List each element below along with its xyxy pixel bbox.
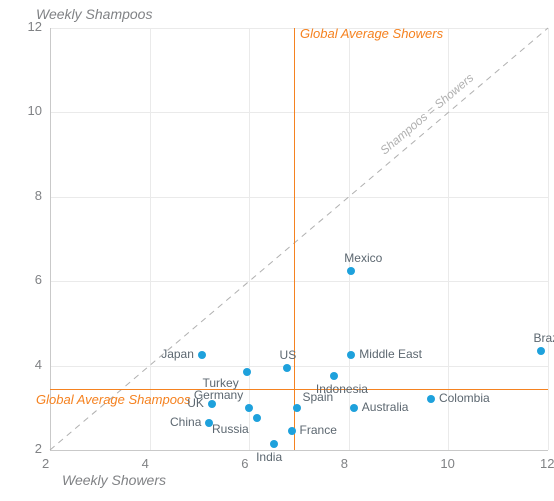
- gridline-v: [150, 28, 151, 450]
- y-tick: 8: [35, 188, 42, 203]
- x-tick: 8: [341, 456, 348, 471]
- label-france: France: [300, 423, 337, 437]
- point-france: [288, 427, 296, 435]
- label-australia: Australia: [362, 400, 409, 414]
- point-japan: [198, 351, 206, 359]
- label-colombia: Colombia: [439, 391, 490, 405]
- gridline-h: [50, 366, 548, 367]
- point-indonesia: [330, 372, 338, 380]
- y-axis-label: Weekly Shampoos: [36, 6, 152, 22]
- ref-line-v: [294, 28, 295, 450]
- point-russia: [253, 414, 261, 422]
- y-tick: 10: [28, 103, 42, 118]
- point-mexico: [347, 267, 355, 275]
- label-brazil: Brazil: [534, 331, 554, 345]
- point-middle-east: [347, 351, 355, 359]
- ref-line-h: [50, 389, 548, 390]
- label-spain: Spain: [303, 390, 334, 404]
- x-axis-label: Weekly Showers: [62, 472, 166, 488]
- ref-label-v: Global Average Showers: [300, 26, 443, 41]
- label-germany: Germany: [194, 388, 243, 402]
- point-us: [283, 364, 291, 372]
- label-india: India: [256, 450, 282, 464]
- x-tick: 10: [440, 456, 454, 471]
- diagonal-label: Shampoos = Showers: [378, 71, 477, 158]
- label-mexico: Mexico: [344, 251, 382, 265]
- y-tick: 2: [35, 441, 42, 456]
- ref-label-h: Global Average Shampoos: [36, 392, 191, 407]
- y-axis: [50, 28, 51, 450]
- gridline-h: [50, 197, 548, 198]
- label-russia: Russia: [212, 422, 249, 436]
- x-tick: 6: [241, 456, 248, 471]
- point-india: [270, 440, 278, 448]
- gridline-h: [50, 28, 548, 29]
- point-germany: [245, 404, 253, 412]
- x-tick: 4: [142, 456, 149, 471]
- y-tick: 6: [35, 272, 42, 287]
- point-spain: [293, 404, 301, 412]
- gridline-h: [50, 112, 548, 113]
- label-middle-east: Middle East: [359, 347, 422, 361]
- gridline-h: [50, 281, 548, 282]
- label-china: China: [170, 415, 201, 429]
- label-us: US: [280, 348, 297, 362]
- x-tick: 2: [42, 456, 49, 471]
- point-brazil: [537, 347, 545, 355]
- label-japan: Japan: [161, 347, 194, 361]
- x-axis: [50, 450, 548, 451]
- scatter-chart: 2468101224681012Weekly ShowersWeekly Sha…: [0, 0, 554, 501]
- point-australia: [350, 404, 358, 412]
- gridline-v: [548, 28, 549, 450]
- point-turkey: [243, 368, 251, 376]
- y-tick: 4: [35, 357, 42, 372]
- x-tick: 12: [540, 456, 554, 471]
- point-colombia: [427, 395, 435, 403]
- gridline-v: [249, 28, 250, 450]
